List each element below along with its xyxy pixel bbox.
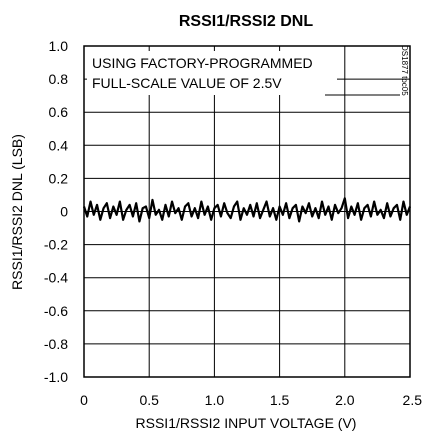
annotation-box — [87, 51, 337, 95]
x-tick-label: 0 — [80, 392, 88, 408]
x-tick-label: 2.0 — [335, 392, 355, 408]
y-tick-label: -0.6 — [44, 303, 68, 319]
y-tick-label: 0.8 — [49, 71, 69, 87]
x-tick-label: 0.5 — [139, 392, 159, 408]
y-tick-label: 0.2 — [49, 170, 69, 186]
x-axis-label: RSSI1/RSSI2 INPUT VOLTAGE (V) — [136, 415, 357, 431]
y-tick-label: -1.0 — [44, 369, 68, 385]
y-tick-label: -0.8 — [44, 336, 68, 352]
y-tick-label: -0.4 — [44, 270, 68, 286]
y-tick-label: 0 — [60, 204, 68, 220]
annotation-line-2: FULL-SCALE VALUE OF 2.5V — [92, 75, 282, 91]
plot-frame — [83, 45, 411, 378]
y-tick-labels: 1.0 0.8 0.6 0.4 0.2 0 -0.2 -0.4 -0.6 -0.8 -1.0 — [44, 38, 68, 385]
x-tick-label: 1.5 — [270, 392, 290, 408]
y-tick-label: 0.4 — [49, 137, 69, 153]
y-tick-label: 0.6 — [49, 104, 69, 120]
x-tick-labels: 0 0.5 1.0 1.5 2.0 2.5 — [80, 392, 422, 408]
figure-id: DS1877 toc05 — [400, 45, 409, 96]
x-tick-label: 2.5 — [403, 392, 423, 408]
dnl-series-line — [82, 197, 412, 223]
annotation-line-1: USING FACTORY-PROGRAMMED — [92, 55, 313, 71]
chart-title: RSSI1/RSSI2 DNL — [179, 13, 313, 30]
y-axis-label: RSSI1/RSSI2 DNL (LSB) — [9, 134, 25, 290]
y-tick-label: -0.2 — [44, 237, 68, 253]
x-tick-label: 1.0 — [205, 392, 225, 408]
y-tick-label: 1.0 — [49, 38, 69, 54]
